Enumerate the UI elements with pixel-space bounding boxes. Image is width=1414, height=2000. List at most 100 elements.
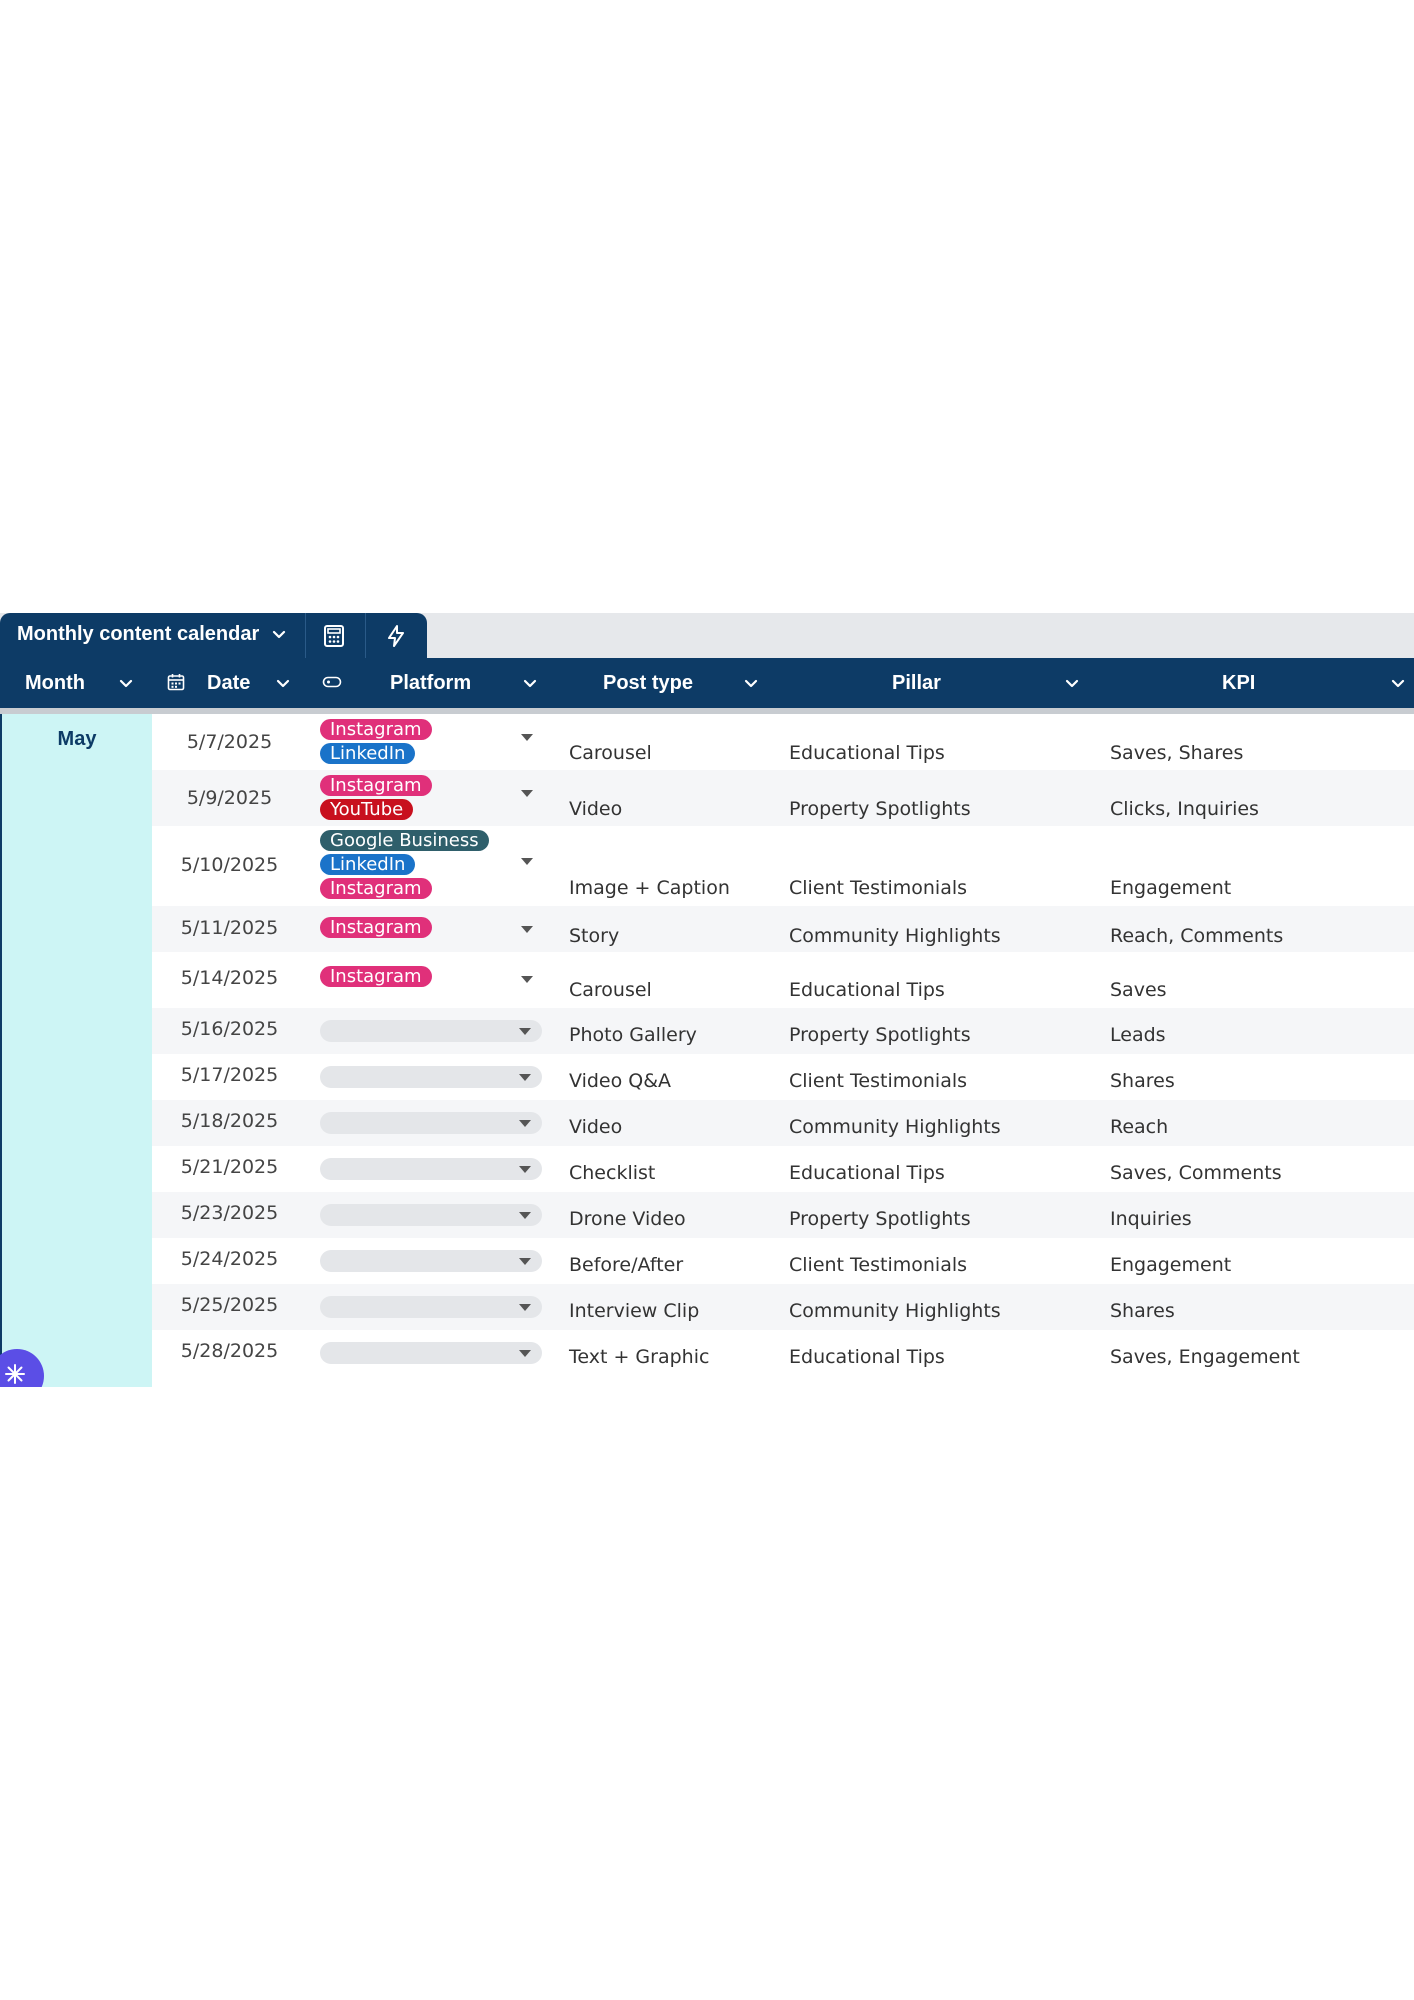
table-row[interactable]: 5/14/2025 Instagram Carousel Educational Ti… — [152, 952, 1414, 1008]
post-type-cell[interactable]: Carousel — [569, 742, 652, 764]
platform-tags[interactable]: Instagram LinkedIn — [320, 719, 490, 767]
pillar-cell[interactable]: Client Testimonials — [789, 877, 968, 899]
kpi-cell[interactable]: Engagement — [1110, 877, 1232, 899]
dropdown-arrow-icon[interactable] — [521, 976, 533, 983]
column-header-post-type[interactable]: Post type — [603, 672, 694, 694]
date-cell[interactable]: 5/25/2025 — [180, 1294, 279, 1316]
kpi-cell[interactable]: Clicks, Inquiries — [1110, 798, 1259, 820]
dropdown-arrow-icon[interactable] — [521, 790, 533, 797]
table-row[interactable]: 5/11/2025 Instagram Story Community Highlig… — [152, 906, 1414, 952]
kpi-cell[interactable]: Shares — [1110, 1300, 1175, 1322]
kpi-cell[interactable]: Inquiries — [1110, 1208, 1192, 1230]
post-type-cell[interactable]: Before/After — [569, 1254, 684, 1276]
post-type-cell[interactable]: Checklist — [569, 1162, 656, 1184]
pillar-cell[interactable]: Community Highlights — [789, 1300, 1001, 1322]
platform-select-empty[interactable] — [320, 1158, 542, 1180]
table-row[interactable]: 5/17/2025 Video Q&A Client Testimonials Sha… — [152, 1054, 1414, 1100]
post-type-cell[interactable]: Video Q&A — [569, 1070, 672, 1092]
platform-select-empty[interactable] — [320, 1342, 542, 1364]
post-type-cell[interactable]: Interview Clip — [569, 1300, 700, 1322]
dropdown-arrow-icon[interactable] — [521, 926, 533, 933]
pillar-cell[interactable]: Client Testimonials — [789, 1254, 968, 1276]
kpi-cell[interactable]: Saves, Engagement — [1110, 1346, 1300, 1368]
kpi-cell[interactable]: Reach — [1110, 1116, 1169, 1138]
chevron-down-icon[interactable] — [742, 674, 760, 692]
dropdown-arrow-icon[interactable] — [519, 1166, 531, 1173]
pillar-cell[interactable]: Educational Tips — [789, 1346, 945, 1368]
dropdown-arrow-icon[interactable] — [519, 1028, 531, 1035]
platform-select-empty[interactable] — [320, 1020, 542, 1042]
post-type-cell[interactable]: Image + Caption — [569, 877, 730, 899]
date-cell[interactable]: 5/18/2025 — [180, 1110, 279, 1132]
pillar-cell[interactable]: Client Testimonials — [789, 1070, 968, 1092]
post-type-cell[interactable]: Video — [569, 798, 623, 820]
pillar-cell[interactable]: Property Spotlights — [789, 1024, 971, 1046]
dropdown-arrow-icon[interactable] — [519, 1212, 531, 1219]
post-type-cell[interactable]: Photo Gallery — [569, 1024, 697, 1046]
kpi-cell[interactable]: Reach, Comments — [1110, 925, 1284, 947]
date-cell[interactable]: 5/10/2025 — [180, 854, 279, 876]
platform-select-empty[interactable] — [320, 1250, 542, 1272]
date-cell[interactable]: 5/14/2025 — [180, 967, 279, 989]
table-row[interactable]: 5/10/2025 Google Business LinkedIn Instagra… — [152, 826, 1414, 906]
table-row[interactable]: 5/18/2025 Video Community Highlights Reach — [152, 1100, 1414, 1146]
kpi-cell[interactable]: Saves — [1110, 979, 1167, 1001]
pillar-cell[interactable]: Educational Tips — [789, 979, 945, 1001]
kpi-cell[interactable]: Shares — [1110, 1070, 1175, 1092]
column-header-date[interactable]: Date — [207, 672, 251, 694]
date-cell[interactable]: 5/9/2025 — [186, 787, 273, 809]
view-title[interactable]: Monthly content calendar — [17, 623, 260, 645]
post-type-cell[interactable]: Carousel — [569, 979, 652, 1001]
platform-select-empty[interactable] — [320, 1204, 542, 1226]
date-cell[interactable]: 5/24/2025 — [180, 1248, 279, 1270]
date-cell[interactable]: 5/11/2025 — [180, 917, 279, 939]
pillar-cell[interactable]: Community Highlights — [789, 925, 1001, 947]
dropdown-arrow-icon[interactable] — [519, 1074, 531, 1081]
column-header-pillar[interactable]: Pillar — [892, 672, 941, 694]
dropdown-arrow-icon[interactable] — [519, 1350, 531, 1357]
date-cell[interactable]: 5/7/2025 — [186, 731, 273, 753]
column-header-kpi[interactable]: KPI — [1222, 672, 1256, 694]
pillar-cell[interactable]: Property Spotlights — [789, 798, 971, 820]
date-cell[interactable]: 5/23/2025 — [180, 1202, 279, 1224]
post-type-cell[interactable]: Drone Video — [569, 1208, 686, 1230]
chevron-down-icon[interactable] — [270, 625, 288, 643]
pillar-cell[interactable]: Community Highlights — [789, 1116, 1001, 1138]
dropdown-arrow-icon[interactable] — [521, 734, 533, 741]
chevron-down-icon[interactable] — [117, 674, 135, 692]
chevron-down-icon[interactable] — [1063, 674, 1081, 692]
date-cell[interactable]: 5/28/2025 — [180, 1340, 279, 1362]
pillar-cell[interactable]: Educational Tips — [789, 1162, 945, 1184]
platform-tags[interactable]: Google Business LinkedIn Instagram — [320, 830, 490, 902]
date-cell[interactable]: 5/17/2025 — [180, 1064, 279, 1086]
table-row[interactable]: 5/21/2025 Checklist Educational Tips Saves,… — [152, 1146, 1414, 1192]
date-cell[interactable]: 5/21/2025 — [180, 1156, 279, 1178]
post-type-cell[interactable]: Text + Graphic — [569, 1346, 710, 1368]
date-cell[interactable]: 5/16/2025 — [180, 1018, 279, 1040]
column-header-month[interactable]: Month — [25, 672, 85, 694]
chevron-down-icon[interactable] — [521, 674, 539, 692]
column-header-platform[interactable]: Platform — [390, 672, 472, 694]
table-row[interactable]: 5/28/2025 Text + Graphic Educational Tips S… — [152, 1330, 1414, 1376]
platform-tags[interactable]: Instagram YouTube — [320, 775, 490, 823]
table-row[interactable]: 5/25/2025 Interview Clip Community Highlig… — [152, 1284, 1414, 1330]
dropdown-arrow-icon[interactable] — [519, 1304, 531, 1311]
lightning-icon[interactable] — [384, 624, 408, 648]
dropdown-arrow-icon[interactable] — [519, 1120, 531, 1127]
table-row[interactable]: 5/7/2025 Instagram LinkedIn Carousel Educati… — [152, 714, 1414, 770]
table-row[interactable]: 5/9/2025 Instagram YouTube Video Property Sp… — [152, 770, 1414, 826]
platform-select-empty[interactable] — [320, 1112, 542, 1134]
table-row[interactable]: 5/24/2025 Before/After Client Testimonials… — [152, 1238, 1414, 1284]
table-row[interactable]: 5/16/2025 Photo Gallery Property Spotlight… — [152, 1008, 1414, 1054]
kpi-cell[interactable]: Saves, Comments — [1110, 1162, 1282, 1184]
kpi-cell[interactable]: Leads — [1110, 1024, 1166, 1046]
view-tab[interactable]: Monthly content calendar — [0, 613, 427, 658]
post-type-cell[interactable]: Video — [569, 1116, 623, 1138]
dropdown-arrow-icon[interactable] — [519, 1258, 531, 1265]
pillar-cell[interactable]: Educational Tips — [789, 742, 945, 764]
month-group-cell[interactable]: May — [0, 714, 152, 1387]
table-row[interactable]: 5/23/2025 Drone Video Property Spotlights I… — [152, 1192, 1414, 1238]
kpi-cell[interactable]: Engagement — [1110, 1254, 1232, 1276]
assistant-fab-button[interactable] — [0, 1349, 44, 1387]
platform-select-empty[interactable] — [320, 1296, 542, 1318]
